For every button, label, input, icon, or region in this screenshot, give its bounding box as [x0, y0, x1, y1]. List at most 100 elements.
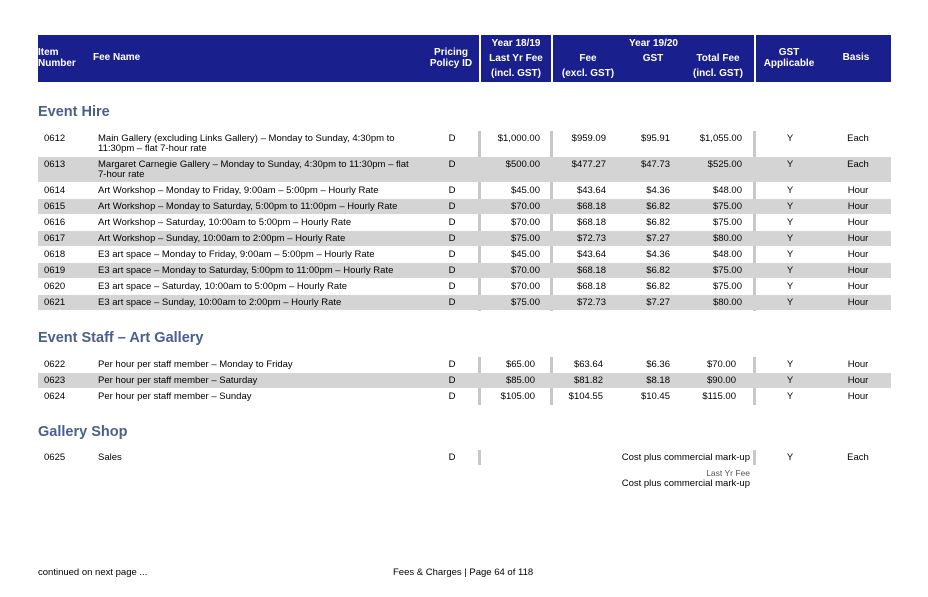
- policy-id: D: [448, 391, 456, 402]
- policy-id: D: [448, 159, 456, 170]
- fee-excl-gst: $68.18: [576, 201, 606, 212]
- header-gst: GST: [642, 53, 664, 64]
- column-separator: [753, 450, 756, 465]
- section-title-event-staff: Event Staff – Art Gallery: [38, 330, 204, 346]
- table-row: 0621 E3 art space – Sunday, 10:00am to 2…: [38, 295, 891, 310]
- policy-id: D: [448, 233, 456, 244]
- last-yr-fee: $45.00: [510, 185, 540, 196]
- item-number: 0617: [44, 233, 66, 244]
- item-number: 0622: [44, 359, 66, 370]
- gst-amount: $7.27: [646, 233, 670, 244]
- gst-applicable: Y: [786, 185, 794, 196]
- fee-name: E3 art space – Saturday, 10:00am to 5:00…: [98, 281, 348, 292]
- fee-excl-gst: $43.64: [576, 249, 606, 260]
- gst-amount: $6.82: [646, 265, 670, 276]
- policy-id: D: [448, 452, 456, 463]
- fee-name: Art Workshop – Sunday, 10:00am to 2:00pm…: [98, 233, 346, 244]
- header-total-fee-incl: (incl. GST): [693, 68, 743, 79]
- total-fee: $80.00: [712, 297, 742, 308]
- item-number: 0618: [44, 249, 66, 260]
- last-yr-fee: $75.00: [510, 297, 540, 308]
- fee-text: Cost plus commercial mark-up: [621, 452, 750, 463]
- fee-excl-gst: $68.18: [576, 217, 606, 228]
- last-yr-fee: $70.00: [510, 281, 540, 292]
- total-fee: $70.00: [706, 359, 736, 370]
- gst-applicable: Y: [786, 265, 794, 276]
- total-fee: $1,055.00: [699, 133, 742, 144]
- item-number: 0623: [44, 375, 66, 386]
- header-fee-name: Fee Name: [93, 52, 141, 63]
- column-separator: [478, 131, 481, 311]
- header-left-block: Item Number Fee Name Pricing Policy ID: [38, 35, 479, 82]
- policy-id: D: [448, 375, 456, 386]
- fee-name: Art Workshop – Monday to Saturday, 5:00p…: [98, 201, 398, 212]
- fee-name: Per hour per staff member – Sunday: [98, 391, 252, 402]
- last-yr-fee: $500.00: [505, 159, 540, 170]
- column-separator: [550, 131, 553, 311]
- total-fee: $48.00: [712, 249, 742, 260]
- last-yr-fee: $1,000.00: [497, 133, 540, 144]
- fee-name: E3 art space – Monday to Friday, 9:00am …: [98, 249, 375, 260]
- header-total-fee: Total Fee: [696, 53, 740, 64]
- header-year1920: Year 19/20: [629, 38, 678, 49]
- basis: Hour: [847, 265, 869, 276]
- gst-amount: $6.36: [646, 359, 670, 370]
- table-row: 0616 Art Workshop – Saturday, 10:00am to…: [38, 215, 891, 230]
- fee-excl-gst: $72.73: [576, 233, 606, 244]
- fee-name: E3 art space – Sunday, 10:00am to 2:00pm…: [98, 297, 342, 308]
- basis: Hour: [847, 375, 869, 386]
- policy-id: D: [448, 281, 456, 292]
- policy-id: D: [448, 249, 456, 260]
- basis: Hour: [847, 359, 869, 370]
- total-fee: $75.00: [712, 217, 742, 228]
- basis: Hour: [847, 297, 869, 308]
- gst-amount: $6.82: [646, 201, 670, 212]
- basis: Hour: [847, 233, 869, 244]
- shop-note-value: Cost plus commercial mark-up: [621, 478, 750, 489]
- gst-applicable: Y: [786, 159, 794, 170]
- basis: Each: [847, 159, 869, 170]
- total-fee: $75.00: [712, 281, 742, 292]
- header-item-number: Item Number: [38, 47, 76, 69]
- total-fee: $115.00: [702, 391, 736, 402]
- shop-note-label: Last Yr Fee: [706, 468, 750, 478]
- item-number: 0612: [44, 133, 66, 144]
- table-row: 0622 Per hour per staff member – Monday …: [38, 357, 891, 372]
- total-fee: $525.00: [707, 159, 742, 170]
- item-number: 0616: [44, 217, 66, 228]
- header-fee: Fee: [579, 53, 597, 64]
- gst-amount: $6.82: [646, 217, 670, 228]
- header-year1819: Year 18/19: [491, 38, 541, 49]
- gst-amount: $47.73: [640, 159, 670, 170]
- fee-excl-gst: $104.55: [568, 391, 603, 402]
- fee-name: Main Gallery (excluding Links Gallery) –…: [98, 133, 395, 154]
- table-row: 0613 Margaret Carnegie Gallery – Monday …: [38, 157, 891, 182]
- fee-name: Per hour per staff member – Monday to Fr…: [98, 359, 293, 370]
- last-yr-fee: $70.00: [510, 201, 540, 212]
- last-yr-fee: $105.00: [500, 391, 535, 402]
- header-last-yr-fee-incl: (incl. GST): [491, 68, 541, 79]
- gst-amount: $10.45: [640, 391, 670, 402]
- last-yr-fee: $85.00: [505, 375, 535, 386]
- header-right-block: GST Applicable Basis: [756, 35, 891, 82]
- policy-id: D: [448, 185, 456, 196]
- fee-name: Margaret Carnegie Gallery – Monday to Su…: [98, 159, 409, 180]
- section-title-gallery-shop: Gallery Shop: [38, 424, 128, 440]
- basis: Hour: [847, 249, 869, 260]
- gst-applicable: Y: [786, 452, 794, 463]
- basis: Each: [847, 133, 869, 144]
- fee-name: Per hour per staff member – Saturday: [98, 375, 258, 386]
- fee-excl-gst: $68.18: [576, 281, 606, 292]
- gst-amount: $4.36: [646, 249, 670, 260]
- policy-id: D: [448, 297, 456, 308]
- fee-name: Art Workshop – Saturday, 10:00am to 5:00…: [98, 217, 352, 228]
- header-year1920-block: Year 19/20 Fee (excl. GST) GST Total Fee…: [553, 35, 754, 82]
- item-number: 0613: [44, 159, 66, 170]
- fee-name: E3 art space – Monday to Saturday, 5:00p…: [98, 265, 394, 276]
- item-number: 0620: [44, 281, 66, 292]
- header-gst-applicable: GST Applicable: [763, 47, 815, 69]
- header-year1819-block: Year 18/19 Last Yr Fee (incl. GST): [481, 35, 551, 82]
- table-row: 0620 E3 art space – Saturday, 10:00am to…: [38, 279, 891, 294]
- table-row: 0614 Art Workshop – Monday to Friday, 9:…: [38, 183, 891, 198]
- item-number: 0621: [44, 297, 66, 308]
